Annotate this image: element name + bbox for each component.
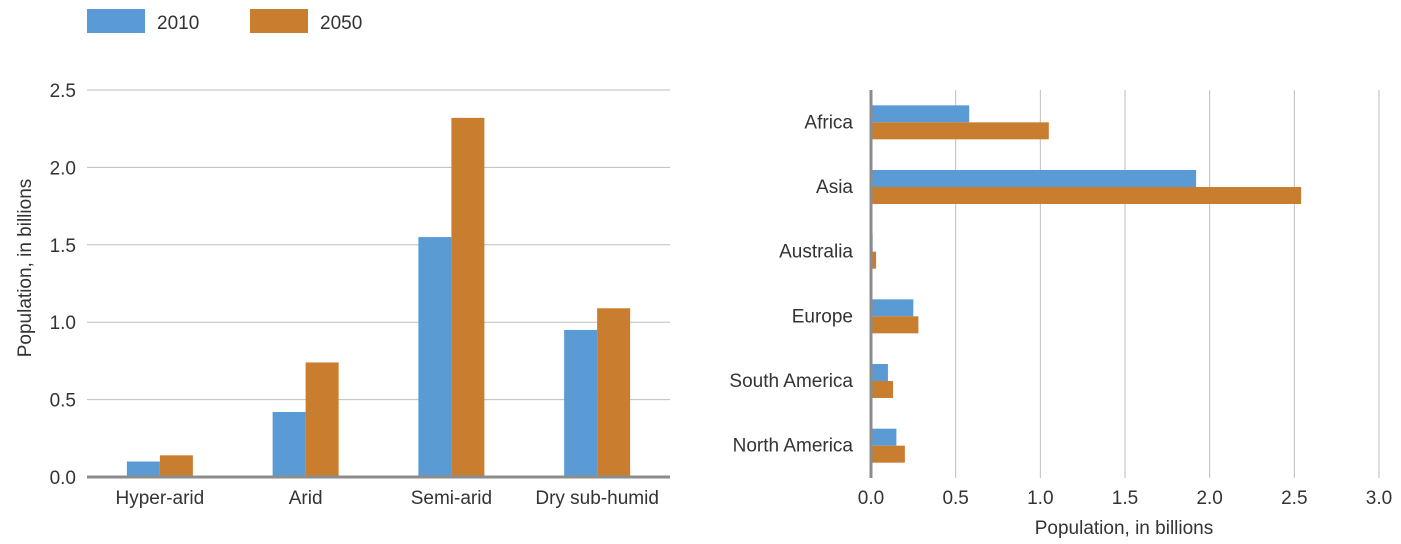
right-x-tick-label: 3.0 bbox=[1366, 488, 1392, 509]
right-category-label: Asia bbox=[816, 177, 853, 198]
right-bar-2050 bbox=[871, 122, 1049, 140]
left-y-axis-title: Population, in billions bbox=[15, 179, 36, 358]
left-y-tick-label: 0.5 bbox=[50, 391, 76, 412]
left-category-label: Arid bbox=[289, 488, 323, 509]
left-bar-2010 bbox=[272, 411, 306, 477]
legend-swatch-2010 bbox=[87, 9, 145, 33]
legend-swatch-2050 bbox=[250, 9, 308, 33]
left-bar-2010 bbox=[418, 237, 452, 477]
left-bar-2010 bbox=[564, 329, 598, 477]
left-category-label: Hyper-arid bbox=[116, 488, 205, 509]
left-category-label: Semi-arid bbox=[411, 488, 492, 509]
right-bar-2010 bbox=[871, 299, 914, 317]
right-x-tick-label: 1.0 bbox=[1027, 488, 1053, 509]
right-x-tick-label: 2.0 bbox=[1196, 488, 1222, 509]
right-bar-2050 bbox=[871, 445, 905, 463]
legend-label-2010: 2010 bbox=[157, 13, 199, 34]
right-bar-2050 bbox=[871, 251, 877, 269]
right-category-label: Africa bbox=[804, 112, 853, 133]
left-y-tick-label: 1.0 bbox=[50, 313, 76, 334]
left-category-label: Dry sub-humid bbox=[535, 488, 659, 509]
right-bar-2050 bbox=[871, 187, 1302, 204]
right-x-tick-labels: 0.0 0.5 1.0 1.5 2.0 2.5 3.0 bbox=[858, 488, 1392, 509]
left-category-labels: Hyper-arid Arid Semi-arid Dry sub-humid bbox=[116, 488, 659, 509]
left-bar-chart: 0.0 0.5 1.0 1.5 2.0 2.5 Hyper-arid Arid Semi-ar… bbox=[15, 81, 670, 509]
right-x-tick-label: 1.5 bbox=[1112, 488, 1138, 509]
right-category-label: Australia bbox=[779, 242, 853, 263]
left-bar-2050 bbox=[159, 455, 193, 477]
left-bar-2050 bbox=[597, 308, 631, 477]
left-bars bbox=[126, 117, 631, 477]
right-bar-2010 bbox=[871, 105, 970, 123]
right-x-axis-title: Population, in billions bbox=[1035, 518, 1214, 539]
left-y-tick-label: 2.5 bbox=[50, 81, 76, 102]
left-y-tick-label: 2.0 bbox=[50, 158, 76, 179]
left-y-tick-label: 1.5 bbox=[50, 236, 76, 257]
left-bar-2010 bbox=[126, 461, 160, 477]
right-x-tick-label: 2.5 bbox=[1281, 488, 1307, 509]
left-y-tick-labels: 0.0 0.5 1.0 1.5 2.0 2.5 bbox=[50, 81, 76, 489]
left-y-tick-label: 0.0 bbox=[50, 468, 76, 489]
right-bar-2010 bbox=[871, 170, 1197, 187]
right-x-tick-label: 0.5 bbox=[942, 488, 968, 509]
right-bar-2010 bbox=[871, 428, 897, 446]
right-gridlines bbox=[955, 90, 1380, 478]
right-bar-chart: 0.0 0.5 1.0 1.5 2.0 2.5 3.0 Africa Asia Australi… bbox=[729, 90, 1392, 539]
right-bar-2050 bbox=[871, 381, 894, 398]
right-bars bbox=[871, 105, 1302, 463]
right-category-label: North America bbox=[733, 436, 854, 457]
legend-label-2050: 2050 bbox=[320, 13, 362, 34]
legend: 2010 2050 bbox=[87, 9, 362, 34]
right-category-label: Europe bbox=[792, 306, 853, 327]
left-bar-2050 bbox=[305, 362, 339, 477]
right-category-labels: Africa Asia Australia Europe South America No… bbox=[729, 112, 853, 456]
right-x-tick-label: 0.0 bbox=[858, 488, 884, 509]
right-bar-2010 bbox=[871, 364, 888, 381]
right-category-label: South America bbox=[729, 371, 853, 392]
left-bar-2050 bbox=[451, 117, 485, 477]
right-bar-2050 bbox=[871, 316, 919, 334]
